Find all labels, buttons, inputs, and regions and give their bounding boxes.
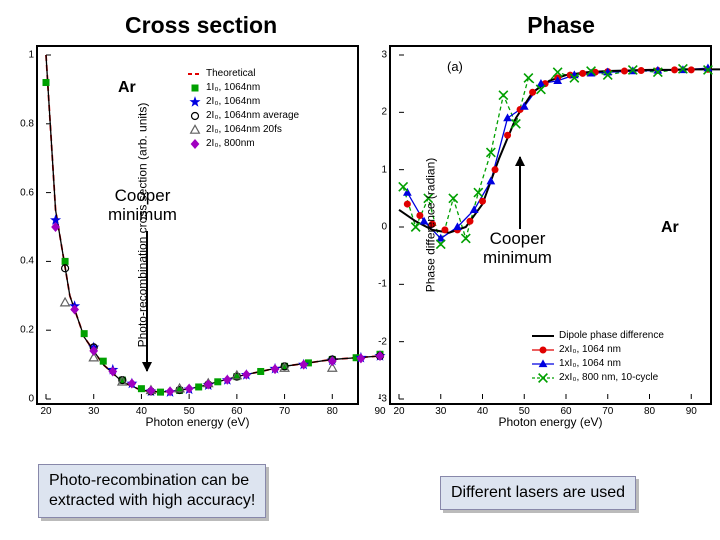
ytick: 0.4 bbox=[14, 256, 34, 267]
xtick: 60 bbox=[231, 406, 242, 417]
ytick: 1 bbox=[367, 164, 387, 175]
right-legend: Dipole phase difference2xI₀, 1064 nm1xI₀… bbox=[531, 329, 664, 385]
xtick: 70 bbox=[279, 406, 290, 417]
legend-item: 2I₀, 1064nm average bbox=[188, 109, 299, 123]
left-legend: Theoretical1I₀, 1064nm2I₀, 1064nm2I₀, 10… bbox=[188, 67, 299, 151]
right-element-label: Ar bbox=[661, 219, 679, 237]
left-cooper-annotation: Cooper minimum bbox=[108, 187, 177, 224]
xtick: 40 bbox=[136, 406, 147, 417]
xtick: 30 bbox=[435, 406, 446, 417]
left-caption: Photo-recombination can be extracted wit… bbox=[38, 464, 266, 518]
ytick: 0 bbox=[14, 394, 34, 405]
xtick: 40 bbox=[477, 406, 488, 417]
ytick: 2 bbox=[367, 107, 387, 118]
legend-item: 2I₀, 800nm bbox=[188, 137, 299, 151]
legend-item: 2xI₀, 800 nm, 10-cycle bbox=[531, 371, 664, 385]
ytick: 1 bbox=[14, 50, 34, 61]
right-caption: Different lasers are used bbox=[440, 476, 636, 510]
left-cooper-arrow bbox=[146, 231, 148, 371]
ytick: 0 bbox=[367, 222, 387, 233]
legend-item: 1xI₀, 1064 nm bbox=[531, 357, 664, 371]
legend-item: Theoretical bbox=[188, 67, 299, 81]
left-element-label: Ar bbox=[118, 79, 136, 97]
ytick: 0.6 bbox=[14, 187, 34, 198]
xtick: 20 bbox=[393, 406, 404, 417]
phase-chart: Phase difference (radian) Photon energy … bbox=[389, 45, 712, 405]
xtick: 70 bbox=[602, 406, 613, 417]
legend-item: 2I₀, 1064nm 20fs bbox=[188, 123, 299, 137]
ytick: -2 bbox=[367, 336, 387, 347]
xtick: 90 bbox=[686, 406, 697, 417]
xtick: 50 bbox=[184, 406, 195, 417]
xtick: 50 bbox=[519, 406, 530, 417]
right-panel-label: (a) bbox=[447, 59, 463, 74]
right-title: Phase bbox=[527, 12, 595, 39]
left-xlabel: Photon energy (eV) bbox=[145, 415, 249, 429]
right-xlabel: Photon energy (eV) bbox=[498, 415, 602, 429]
ytick: 3 bbox=[367, 50, 387, 61]
ytick: -3 bbox=[367, 394, 387, 405]
legend-item: 2xI₀, 1064 nm bbox=[531, 343, 664, 357]
xtick: 60 bbox=[560, 406, 571, 417]
legend-item: Dipole phase difference bbox=[531, 329, 664, 343]
cross-section-chart: Photo-recombination cross section (arb. … bbox=[36, 45, 359, 405]
legend-item: 1I₀, 1064nm bbox=[188, 81, 299, 95]
left-title: Cross section bbox=[125, 12, 277, 39]
right-cooper-annotation: Cooper minimum bbox=[483, 230, 552, 267]
ytick: -1 bbox=[367, 279, 387, 290]
xtick: 80 bbox=[644, 406, 655, 417]
ytick: 0.2 bbox=[14, 325, 34, 336]
ytick: 0.8 bbox=[14, 118, 34, 129]
right-cooper-arrow bbox=[519, 157, 521, 229]
xtick: 90 bbox=[374, 406, 385, 417]
xtick: 80 bbox=[327, 406, 338, 417]
right-ylabel: Phase difference (radian) bbox=[423, 158, 437, 293]
legend-item: 2I₀, 1064nm bbox=[188, 95, 299, 109]
xtick: 30 bbox=[88, 406, 99, 417]
xtick: 20 bbox=[40, 406, 51, 417]
